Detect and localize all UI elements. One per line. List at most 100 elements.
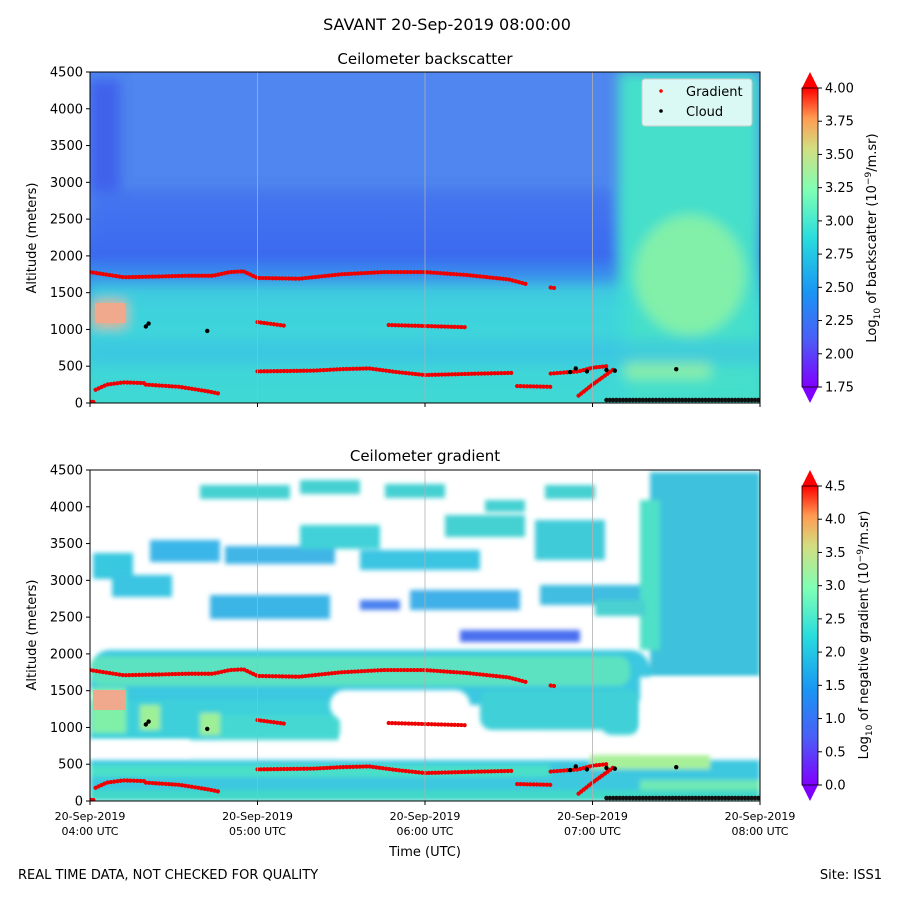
x-tick-label: 20-Sep-2019: [557, 810, 628, 823]
gradient-series-line: [255, 717, 288, 726]
legend-gradient-marker: [659, 89, 663, 93]
y-tick-label: 4000: [50, 500, 83, 515]
gradient-series-line: [255, 764, 517, 776]
x-tick-label: 05:00 UTC: [229, 825, 286, 838]
y-tick-label: 0: [75, 397, 83, 412]
cloud-point: [584, 369, 590, 374]
backscatter-panel: Ceilometer backscatter 0 500 1000 1500 2000 2…: [25, 50, 883, 412]
colorbar-tick-label: 3.50: [825, 148, 854, 163]
x-tick-label: 20-Sep-2019: [55, 810, 126, 823]
colorbar-tick-label: 2.75: [825, 248, 854, 263]
backscatter-colorbar-label: Log10 of backscatter (10−9/m.sr): [864, 133, 883, 342]
site-label: Site: ISS1: [819, 868, 882, 883]
y-tick-label: 1000: [50, 721, 83, 736]
quality-disclaimer: REAL TIME DATA, NOT CHECKED FOR QUALITY: [18, 868, 319, 883]
backscatter-y-axis: 0 500 1000 1500 2000 2500 3000 3500 4000 4500: [50, 66, 90, 412]
x-tick-label: 07:00 UTC: [564, 825, 621, 838]
y-tick-label: 3500: [50, 139, 83, 154]
gradient-series-line: [143, 780, 221, 794]
gradient-series-line: [548, 762, 609, 774]
cloud-point: [143, 722, 149, 727]
cloud-point: [604, 765, 609, 771]
cloud-point: [604, 367, 609, 373]
y-tick-label: 3000: [50, 574, 83, 589]
y-tick-label: 2000: [50, 647, 83, 662]
y-tick-label: 3500: [50, 537, 83, 552]
colorbar-tick-label: 3.5: [825, 546, 846, 561]
colorbar-tick-label: 3.75: [825, 115, 854, 130]
cloud-point: [612, 368, 618, 373]
legend: Gradient Cloud: [641, 78, 753, 127]
colorbar-extend-min: [802, 387, 818, 403]
gradient-ylabel: Altitude (meters): [25, 580, 40, 691]
legend-cloud-label: Cloud: [686, 105, 723, 120]
colorbar-extend-max: [802, 470, 818, 486]
gradient-xlabel: Time (UTC): [388, 845, 461, 860]
colorbar-tick-label: 0.0: [825, 779, 846, 794]
y-tick-label: 2500: [50, 611, 83, 626]
gradient-series-line: [93, 778, 148, 790]
gradient-series-line: [93, 380, 148, 392]
y-tick-label: 2500: [50, 213, 83, 228]
colorbar-tick-label: 2.25: [825, 314, 854, 329]
backscatter-ylabel: Altitude (meters): [25, 183, 40, 294]
gradient-colorbar-ticks: 0.0 0.5 1.0 1.5 2.0 2.5 3.0 3.5 4.0 4.5: [818, 480, 846, 794]
cloud-point: [567, 369, 573, 375]
colorbar-tick-label: 1.0: [825, 712, 846, 727]
gradient-colorbar-label: Log10 of negative gradient (10−9/m.sr): [856, 511, 875, 760]
cloud-point: [205, 726, 210, 732]
legend-cloud-marker: [659, 109, 663, 113]
backscatter-gridlines: [257, 72, 593, 403]
gradient-gridlines: [257, 470, 593, 801]
legend-gradient-label: Gradient: [686, 85, 743, 100]
x-tick-label: 20-Sep-2019: [222, 810, 293, 823]
colorbar-tick-label: 3.00: [825, 214, 854, 229]
colorbar-tick-label: 2.0: [825, 646, 846, 661]
colorbar-tick-label: 3.25: [825, 181, 854, 196]
y-tick-label: 3000: [50, 176, 83, 191]
gradient-series-line: [548, 285, 559, 291]
y-tick-label: 4500: [50, 464, 83, 479]
x-tick-label: 20-Sep-2019: [390, 810, 461, 823]
x-tick-label: 08:00 UTC: [731, 825, 788, 838]
x-tick-label: 04:00 UTC: [61, 825, 118, 838]
gradient-series-line: [255, 319, 288, 328]
colorbar-tick-label: 2.00: [825, 347, 854, 362]
cloud-point: [674, 366, 679, 372]
y-tick-label: 2000: [50, 249, 83, 264]
backscatter-colorbar: 1.75 2.00 2.25 2.50 2.75 3.00 3.25 3.50 3.75 4.00…: [801, 72, 883, 403]
x-tick-label: 20-Sep-2019: [725, 810, 796, 823]
y-tick-label: 500: [58, 758, 83, 773]
gradient-panel: Ceilometer gradient: [25, 447, 875, 860]
gradient-series-line: [515, 781, 553, 787]
gradient-colorbar: 0.0 0.5 1.0 1.5 2.0 2.5 3.0 3.5 4.0 4.5 Log10 of …: [801, 470, 875, 801]
cloud-point: [612, 766, 618, 771]
y-tick-label: 1500: [50, 684, 83, 699]
backscatter-colorbar-ticks: 1.75 2.00 2.25 2.50 2.75 3.00 3.25 3.50 3.75 4.00: [818, 82, 854, 396]
y-tick-label: 4500: [50, 66, 83, 81]
cloud-point: [573, 366, 578, 371]
cloud-point: [205, 328, 210, 334]
gradient-series-line: [386, 720, 469, 728]
backscatter-x-axis: [89, 403, 761, 407]
figure-title: SAVANT 20-Sep-2019 08:00:00: [323, 15, 571, 34]
colorbar-tick-label: 1.75: [825, 381, 854, 396]
gradient-series-line: [255, 366, 517, 378]
cloud-point: [584, 767, 590, 772]
y-tick-label: 4000: [50, 102, 83, 117]
colorbar-tick-label: 2.50: [825, 281, 854, 296]
gradient-y-axis: 0 500 1000 1500 2000 2500 3000 3500 4000 4500: [50, 464, 90, 810]
y-tick-label: 1000: [50, 323, 83, 338]
cloud-point: [146, 719, 151, 724]
colorbar-tick-label: 2.5: [825, 612, 846, 627]
gradient-series-line: [515, 383, 553, 389]
backscatter-title: Ceilometer backscatter: [337, 50, 513, 68]
y-tick-label: 1500: [50, 286, 83, 301]
gradient-x-axis: 20-Sep-2019 04:00 UTC 20-Sep-2019 05:00 UTC…: [55, 801, 796, 838]
gradient-title: Ceilometer gradient: [350, 447, 500, 465]
colorbar-extend-max: [802, 72, 818, 88]
x-tick-label: 06:00 UTC: [396, 825, 453, 838]
gradient-series-line: [386, 322, 469, 330]
cloud-point: [567, 767, 573, 773]
